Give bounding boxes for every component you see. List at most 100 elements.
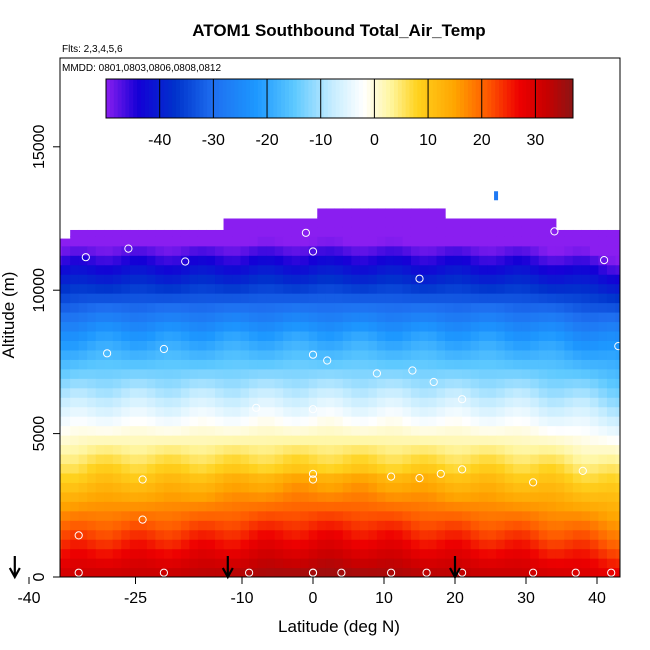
heatmap-cell: [163, 349, 174, 360]
heatmap-cell: [249, 520, 259, 531]
heatmap-cell: [555, 330, 565, 341]
heatmap-cell: [215, 501, 225, 512]
heatmap-cell: [61, 387, 71, 398]
heatmap-cell: [266, 397, 276, 408]
heatmap-cell: [487, 312, 497, 323]
heatmap-cell: [453, 425, 463, 436]
heatmap-cell: [624, 284, 633, 294]
heatmap-cell: [189, 435, 199, 446]
colorbar-tick-label: 10: [419, 132, 437, 149]
heatmap-cell: [462, 302, 472, 313]
heatmap-cell: [112, 463, 122, 474]
heatmap-cell: [232, 340, 242, 351]
heatmap-cell: [453, 274, 463, 285]
heatmap-cell: [206, 302, 216, 313]
heatmap-cell: [479, 444, 489, 455]
heatmap-cell: [163, 558, 174, 569]
heatmap-cell: [496, 283, 506, 294]
heatmap-cell: [359, 491, 369, 502]
sample-point: [529, 478, 538, 487]
heatmap-cell: [487, 472, 497, 483]
heatmap-cell: [61, 435, 71, 446]
heatmap-cell: [240, 416, 250, 427]
heatmap-cell: [530, 236, 540, 247]
heatmap-cell: [513, 218, 523, 228]
heatmap-cell: [589, 255, 600, 266]
heatmap-cell: [138, 567, 148, 577]
heatmap-cell: [95, 330, 105, 341]
heatmap-cell: [146, 539, 156, 550]
heatmap-cell: [325, 274, 335, 285]
heatmap-cell: [334, 501, 344, 512]
heatmap-cell: [138, 491, 148, 502]
heatmap-cell: [479, 510, 489, 521]
heatmap-cell: [633, 397, 642, 407]
heatmap-cell: [249, 444, 259, 455]
heatmap-cell: [308, 245, 318, 256]
heatmap-cell: [180, 406, 191, 417]
colorbar-tick-label: 30: [527, 132, 545, 149]
heatmap-cell: [249, 226, 259, 237]
colorbar-swatch: [113, 79, 119, 118]
heatmap-cell: [428, 548, 438, 559]
heatmap-cell: [104, 548, 114, 559]
heatmap-cell: [36, 378, 45, 388]
heatmap-cell: [606, 567, 617, 577]
heatmap-cell: [215, 387, 225, 398]
heatmap-cell: [11, 435, 20, 445]
heatmap-cell: [163, 283, 174, 294]
heatmap-cell: [555, 397, 565, 408]
heatmap-cell: [598, 264, 608, 275]
heatmap-cell: [138, 236, 148, 247]
heatmap-cell: [496, 397, 506, 408]
heatmap-cell: [197, 397, 208, 408]
heatmap-cell: [129, 539, 139, 550]
heatmap-cell: [564, 397, 574, 408]
heatmap-cell: [351, 283, 361, 294]
heatmap-cell: [266, 264, 276, 275]
heatmap-cell: [479, 453, 489, 465]
heatmap-cell: [61, 558, 71, 569]
heatmap-cell: [155, 529, 165, 540]
heatmap-cell: [11, 378, 20, 388]
heatmap-cell: [521, 245, 531, 256]
colorbar-swatch: [234, 79, 239, 118]
colorbar-swatch: [183, 79, 189, 118]
sample-point: [550, 227, 559, 236]
heatmap-cell: [121, 321, 131, 332]
heatmap-cell: [462, 444, 472, 455]
heatmap-cell: [36, 454, 45, 464]
heatmap-cell: [197, 529, 208, 540]
heatmap-cell: [36, 501, 45, 511]
heatmap-cell: [78, 491, 88, 502]
heatmap-cell: [28, 501, 37, 511]
heatmap-cell: [581, 444, 591, 455]
heatmap-cell: [376, 491, 387, 502]
heatmap-cell: [402, 567, 412, 577]
heatmap-cell: [359, 236, 369, 247]
heatmap-cell: [624, 388, 633, 398]
heatmap-cell: [624, 274, 633, 284]
heatmap-cell: [385, 245, 395, 256]
heatmap-cell: [283, 283, 293, 294]
heatmap-cell: [95, 293, 105, 304]
heatmap-cell: [291, 255, 301, 266]
heatmap-cell: [453, 349, 463, 360]
heatmap-cell: [78, 387, 88, 398]
heatmap-cell: [291, 368, 301, 379]
heatmap-cell: [121, 425, 131, 436]
heatmap-cell: [351, 255, 361, 266]
heatmap-cell: [155, 312, 165, 323]
heatmap-cell: [138, 501, 148, 512]
heatmap-cell: [641, 359, 650, 369]
heatmap-cell: [325, 501, 335, 512]
heatmap-cell: [0, 568, 3, 578]
heatmap-cell: [240, 539, 250, 550]
heatmap-cell: [215, 378, 225, 389]
heatmap-cell: [376, 406, 387, 417]
heatmap-cell: [615, 548, 620, 559]
heatmap-cell: [112, 236, 122, 247]
heatmap-cell: [78, 330, 88, 341]
heatmap-cell: [428, 463, 438, 474]
heatmap-cell: [112, 558, 122, 569]
